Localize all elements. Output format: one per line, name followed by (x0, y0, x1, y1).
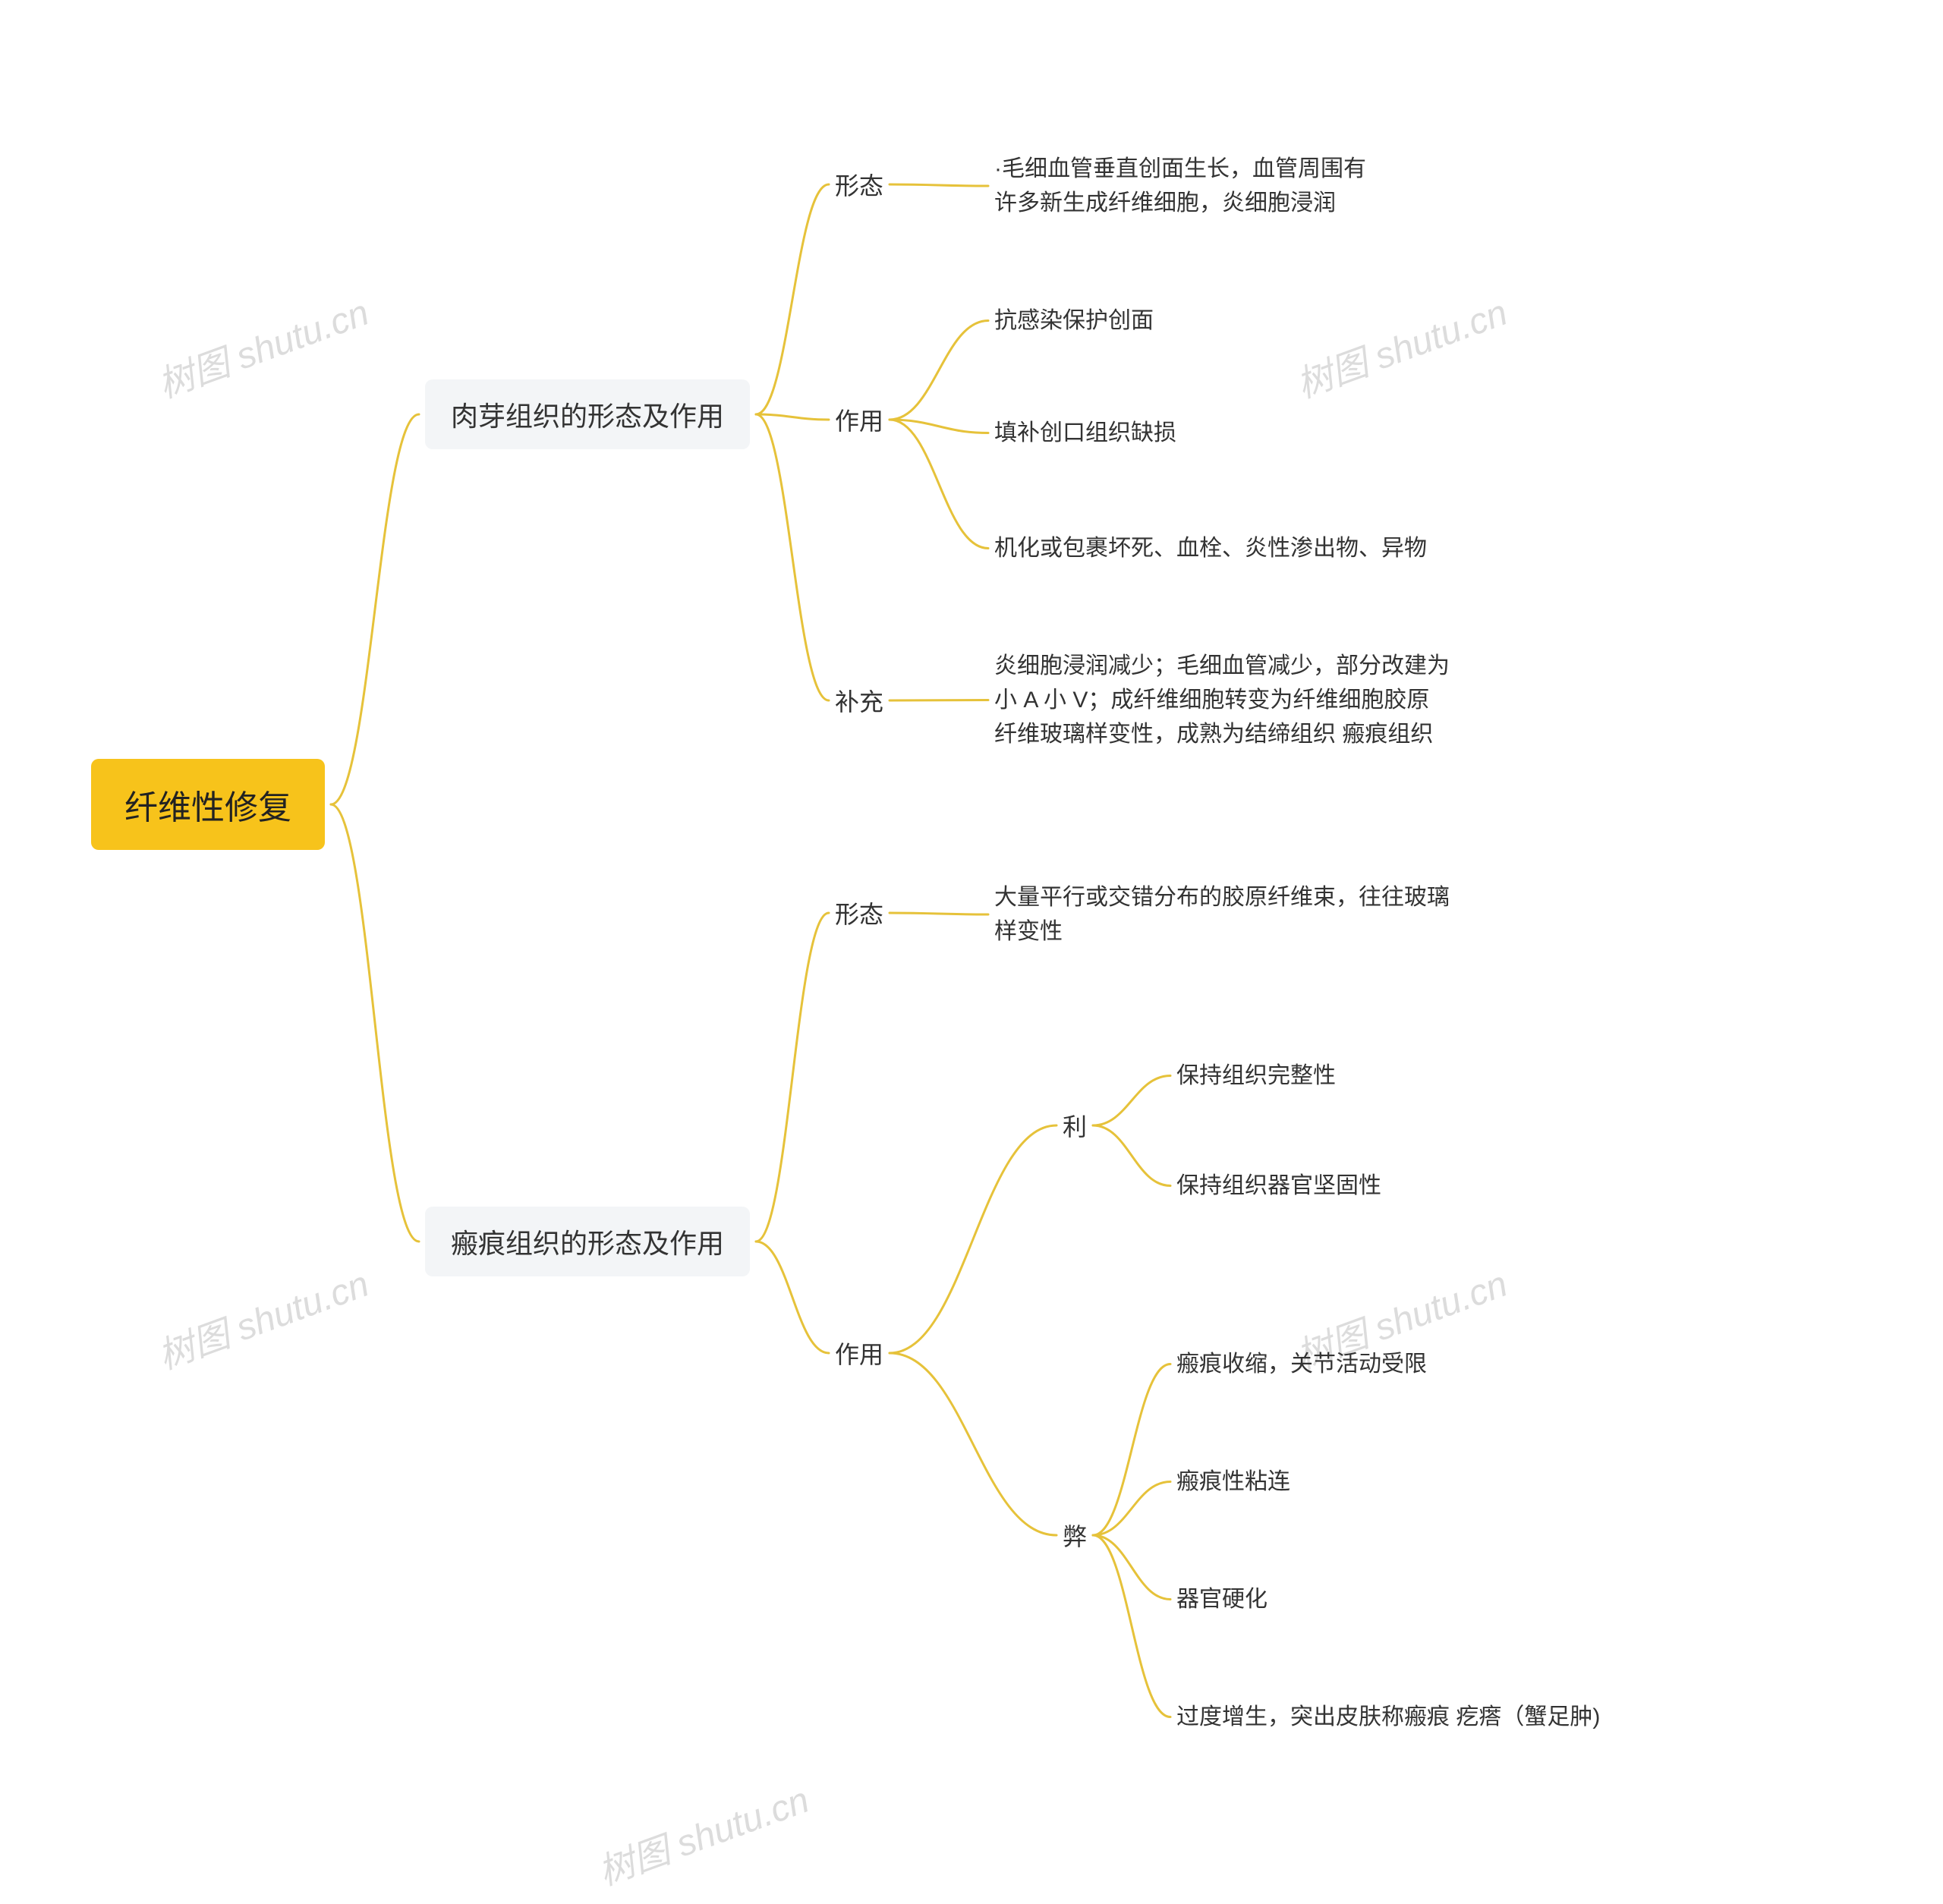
level4-node[interactable]: 弊 (1063, 1518, 1087, 1553)
watermark: 树图 shutu.cn (150, 282, 375, 408)
branch-node[interactable]: 肉芽组织的形态及作用 (425, 379, 750, 449)
leaf-node-line: 抗感染保护创面 (994, 304, 1154, 338)
leaf-node: 机化或包裹坏死、血栓、炎性渗出物、异物 (994, 531, 1427, 565)
leaf-node: 保持组织完整性 (1176, 1059, 1336, 1093)
leaf-node-line: 填补创口组织缺损 (994, 416, 1176, 450)
leaf-node-line: 许多新生成纤维细胞，炎细胞浸润 (994, 186, 1480, 220)
level3-node[interactable]: 作用 (835, 1336, 883, 1371)
leaf-node: 炎细胞浸润减少；毛细血管减少，部分改建为小 A 小 V；成纤维细胞转变为纤维细胞… (994, 649, 1571, 751)
leaf-node-line: ·毛细血管垂直创面生长，血管周围有 (994, 152, 1480, 186)
connector-layer (0, 0, 1943, 1904)
watermark: 树图 shutu.cn (150, 1254, 375, 1379)
leaf-node-line: 器官硬化 (1176, 1582, 1268, 1616)
leaf-node-line: 保持组织器官坚固性 (1176, 1169, 1381, 1203)
leaf-node-line: 过度增生，突出皮肤称瘢痕 疙瘩（蟹足肿) (1176, 1700, 1600, 1734)
leaf-node-line: 瘢痕收缩，关节活动受限 (1176, 1347, 1427, 1381)
leaf-node-line: 瘢痕性粘连 (1176, 1465, 1290, 1499)
leaf-node-line: 纤维玻璃样变性，成熟为结缔组织 瘢痕组织 (994, 717, 1571, 751)
leaf-node: 抗感染保护创面 (994, 304, 1154, 338)
leaf-node: 瘢痕收缩，关节活动受限 (1176, 1347, 1427, 1381)
level3-node[interactable]: 形态 (835, 167, 883, 202)
leaf-node-line: 样变性 (994, 914, 1510, 949)
leaf-node-line: 小 A 小 V；成纤维细胞转变为纤维细胞胶原 (994, 683, 1571, 717)
leaf-node: 大量平行或交错分布的胶原纤维束，往往玻璃样变性 (994, 880, 1510, 949)
level3-node[interactable]: 形态 (835, 895, 883, 930)
leaf-node: 过度增生，突出皮肤称瘢痕 疙瘩（蟹足肿) (1176, 1700, 1600, 1734)
leaf-node: 瘢痕性粘连 (1176, 1465, 1290, 1499)
leaf-node-line: 炎细胞浸润减少；毛细血管减少，部分改建为 (994, 649, 1571, 683)
leaf-node: ·毛细血管垂直创面生长，血管周围有许多新生成纤维细胞，炎细胞浸润 (994, 152, 1480, 220)
leaf-node-line: 大量平行或交错分布的胶原纤维束，往往玻璃 (994, 880, 1510, 914)
branch-node[interactable]: 瘢痕组织的形态及作用 (425, 1207, 750, 1276)
root-node[interactable]: 纤维性修复 (91, 759, 325, 850)
leaf-node: 保持组织器官坚固性 (1176, 1169, 1381, 1203)
watermark: 树图 shutu.cn (590, 1770, 815, 1895)
leaf-node-line: 保持组织完整性 (1176, 1059, 1336, 1093)
level3-node[interactable]: 作用 (835, 402, 883, 437)
mindmap-stage: 树图 shutu.cn 树图 shutu.cn 树图 shutu.cn 树图 shut… (0, 0, 1943, 1904)
leaf-node-line: 机化或包裹坏死、血栓、炎性渗出物、异物 (994, 531, 1427, 565)
leaf-node: 器官硬化 (1176, 1582, 1268, 1616)
level4-node[interactable]: 利 (1063, 1108, 1087, 1143)
level3-node[interactable]: 补充 (835, 683, 883, 718)
watermark: 树图 shutu.cn (1288, 282, 1513, 408)
leaf-node: 填补创口组织缺损 (994, 416, 1176, 450)
